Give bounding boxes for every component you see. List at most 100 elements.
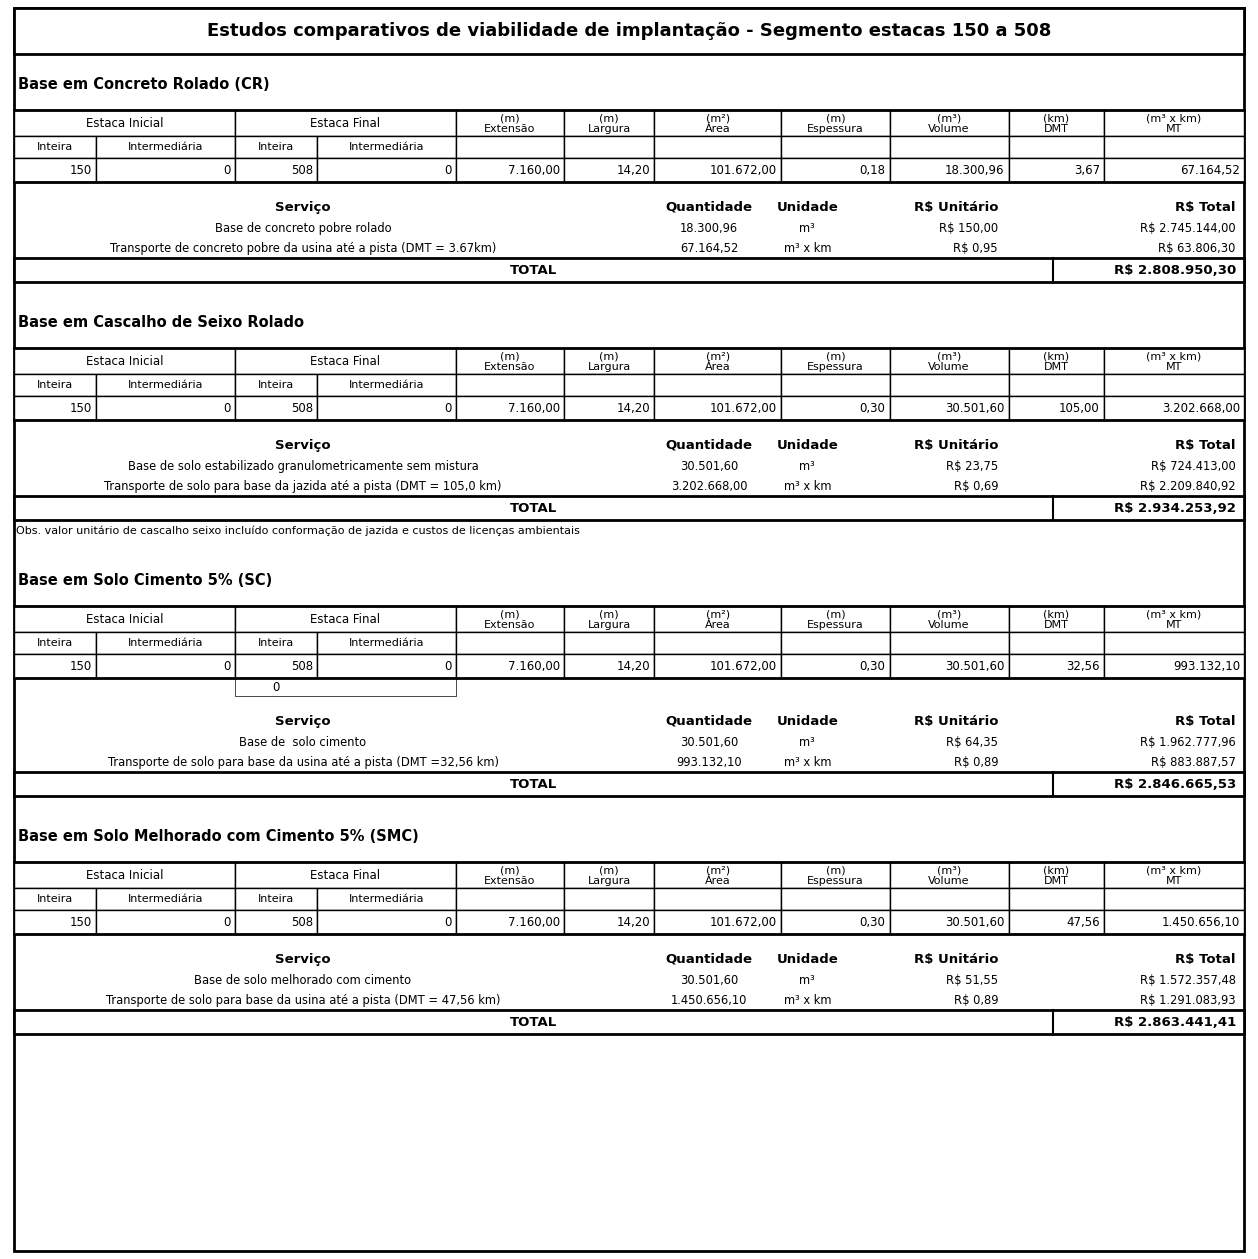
Bar xyxy=(317,397,455,421)
Bar xyxy=(235,632,317,653)
Bar xyxy=(1009,374,1103,397)
Text: 7.160,00: 7.160,00 xyxy=(508,915,560,928)
Text: (m): (m) xyxy=(501,113,520,123)
Text: TOTAL: TOTAL xyxy=(509,1016,557,1029)
Bar xyxy=(455,888,564,910)
Text: Serviço: Serviço xyxy=(276,715,331,728)
Text: MT: MT xyxy=(1166,123,1183,133)
Text: 18.300,96: 18.300,96 xyxy=(945,164,1005,176)
Bar xyxy=(317,374,455,397)
Text: Extensão: Extensão xyxy=(484,123,536,133)
Text: (m): (m) xyxy=(599,113,619,123)
Text: Transporte de solo para base da usina até a pista (DMT = 47,56 km): Transporte de solo para base da usina at… xyxy=(106,993,501,1006)
Bar xyxy=(654,888,781,910)
Text: (m³ x km): (m³ x km) xyxy=(1146,609,1201,619)
Bar xyxy=(889,374,1009,397)
Text: Espessura: Espessura xyxy=(806,876,864,886)
Bar xyxy=(781,397,889,421)
Bar xyxy=(564,888,654,910)
Bar xyxy=(564,606,654,632)
Text: m³: m³ xyxy=(800,460,815,472)
Text: (m): (m) xyxy=(599,351,619,361)
Text: Intermediária: Intermediária xyxy=(127,380,204,390)
Text: Largura: Largura xyxy=(587,123,630,133)
Text: m³ x km: m³ x km xyxy=(784,242,832,254)
Text: Estaca Final: Estaca Final xyxy=(311,612,380,626)
Bar xyxy=(14,910,96,934)
Text: Quantidade: Quantidade xyxy=(665,715,752,728)
Bar xyxy=(96,374,235,397)
Text: R$ 63.806,30: R$ 63.806,30 xyxy=(1159,242,1235,254)
Text: (km): (km) xyxy=(1043,866,1069,875)
Text: 14,20: 14,20 xyxy=(616,402,650,414)
Bar xyxy=(1103,910,1244,934)
Text: 150: 150 xyxy=(69,164,92,176)
Text: Área: Área xyxy=(704,876,731,886)
Text: Espessura: Espessura xyxy=(806,361,864,371)
Bar xyxy=(1103,347,1244,374)
Bar xyxy=(654,606,781,632)
Text: 7.160,00: 7.160,00 xyxy=(508,660,560,672)
Bar xyxy=(564,653,654,679)
Text: m³: m³ xyxy=(800,735,815,749)
Text: Serviço: Serviço xyxy=(276,438,331,452)
Bar xyxy=(889,862,1009,888)
Bar xyxy=(1009,110,1103,136)
Text: Inteira: Inteira xyxy=(36,142,73,152)
Text: 101.672,00: 101.672,00 xyxy=(710,164,777,176)
Bar xyxy=(654,374,781,397)
Text: 47,56: 47,56 xyxy=(1067,915,1099,928)
Bar xyxy=(455,632,564,653)
Text: Base de solo estabilizado granulometricamente sem mistura: Base de solo estabilizado granulometrica… xyxy=(127,460,478,472)
Text: 67.164,52: 67.164,52 xyxy=(679,242,738,254)
Bar xyxy=(455,110,564,136)
Text: 993.132,10: 993.132,10 xyxy=(676,755,742,768)
Text: 993.132,10: 993.132,10 xyxy=(1172,660,1240,672)
Text: Volume: Volume xyxy=(928,361,970,371)
Text: Base em Cascalho de Seixo Rolado: Base em Cascalho de Seixo Rolado xyxy=(18,315,304,330)
Bar xyxy=(564,374,654,397)
Bar xyxy=(1009,653,1103,679)
Bar xyxy=(781,862,889,888)
Bar xyxy=(96,653,235,679)
Bar xyxy=(654,632,781,653)
Text: 101.672,00: 101.672,00 xyxy=(710,915,777,928)
Text: 101.672,00: 101.672,00 xyxy=(710,660,777,672)
Bar xyxy=(14,888,96,910)
Bar xyxy=(455,862,564,888)
Text: 0: 0 xyxy=(444,402,452,414)
Text: Base de solo melhorado com cimento: Base de solo melhorado com cimento xyxy=(195,973,411,987)
Bar xyxy=(455,374,564,397)
Text: 18.300,96: 18.300,96 xyxy=(679,222,738,234)
Text: R$ 2.209.840,92: R$ 2.209.840,92 xyxy=(1140,480,1235,492)
Text: Serviço: Serviço xyxy=(276,953,331,966)
Bar xyxy=(1103,653,1244,679)
Text: Unidade: Unidade xyxy=(776,438,838,452)
Bar xyxy=(96,397,235,421)
Text: R$ 0,89: R$ 0,89 xyxy=(954,993,998,1006)
Bar xyxy=(889,157,1009,183)
Bar xyxy=(455,910,564,934)
Bar xyxy=(14,374,96,397)
Text: Base em Solo Melhorado com Cimento 5% (SMC): Base em Solo Melhorado com Cimento 5% (S… xyxy=(18,828,419,844)
Bar xyxy=(1009,157,1103,183)
Bar xyxy=(564,397,654,421)
Bar xyxy=(14,632,96,653)
Text: 0,18: 0,18 xyxy=(859,164,886,176)
Text: Área: Área xyxy=(704,619,731,630)
Bar xyxy=(564,910,654,934)
Text: 508: 508 xyxy=(291,164,313,176)
Bar xyxy=(317,910,455,934)
Text: 30.501,60: 30.501,60 xyxy=(945,915,1005,928)
Text: TOTAL: TOTAL xyxy=(509,501,557,515)
Text: 508: 508 xyxy=(291,660,313,672)
Text: Intermediária: Intermediária xyxy=(127,142,204,152)
Text: Volume: Volume xyxy=(928,876,970,886)
Bar xyxy=(654,910,781,934)
Text: 14,20: 14,20 xyxy=(616,660,650,672)
Bar xyxy=(889,397,1009,421)
Bar xyxy=(96,136,235,157)
Text: 67.164,52: 67.164,52 xyxy=(1180,164,1240,176)
Bar xyxy=(654,862,781,888)
Text: Volume: Volume xyxy=(928,123,970,133)
